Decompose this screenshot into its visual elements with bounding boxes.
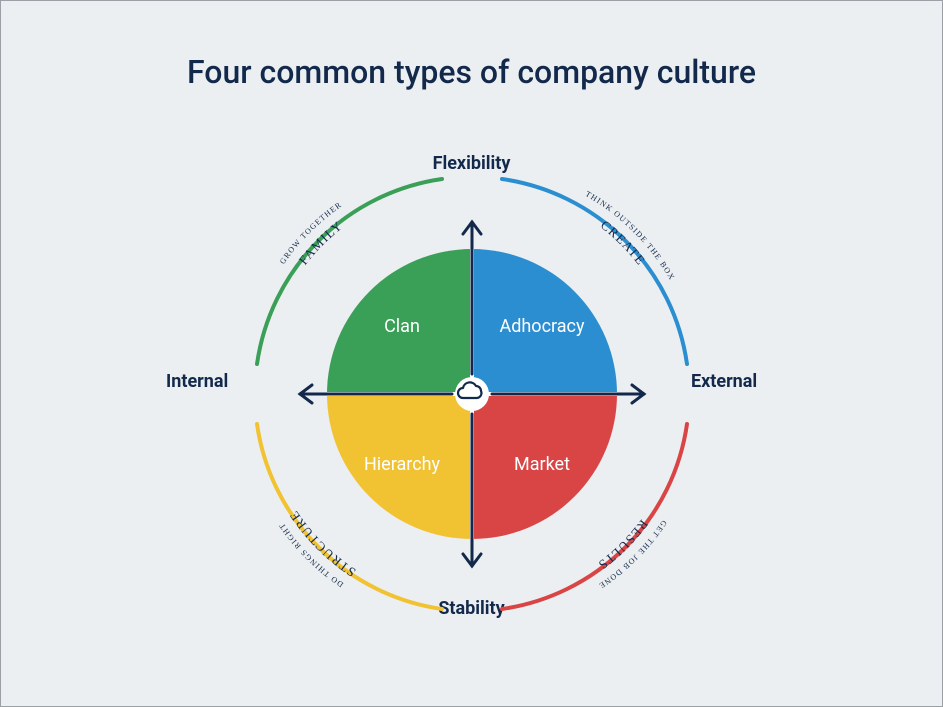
label-clan: Clan xyxy=(384,316,420,337)
cloud-icon xyxy=(455,377,489,411)
subkeyword-adhocracy: THINK OUTSIDE THE BOX xyxy=(583,189,676,282)
label-hierarchy: Hierarchy xyxy=(363,454,440,475)
label-adhocracy: Adhocracy xyxy=(499,316,584,337)
label-market: Market xyxy=(514,454,570,475)
page-title: Four common types of company culture xyxy=(1,53,942,91)
quadrant-diagram: Clan Adhocracy Hierarchy Market FAMILY G… xyxy=(152,134,792,658)
diagram-frame: Four common types of company culture Fle… xyxy=(0,0,943,707)
diagram-svg: Clan Adhocracy Hierarchy Market FAMILY G… xyxy=(152,134,792,654)
